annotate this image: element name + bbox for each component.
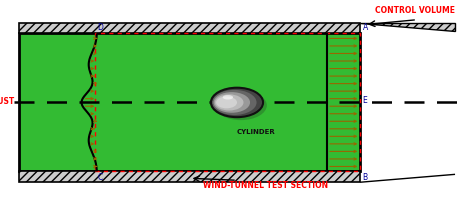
Bar: [19, 171, 360, 182]
Ellipse shape: [216, 97, 237, 108]
Text: C: C: [97, 173, 102, 182]
Polygon shape: [360, 23, 455, 31]
Ellipse shape: [213, 92, 250, 113]
Text: D: D: [97, 22, 103, 32]
Ellipse shape: [223, 95, 233, 99]
Bar: [95, 33, 360, 171]
Bar: [19, 33, 360, 171]
Ellipse shape: [211, 88, 263, 117]
Ellipse shape: [212, 90, 256, 115]
Text: EXHAUST: EXHAUST: [0, 97, 14, 106]
Ellipse shape: [215, 94, 244, 111]
Text: CYLINDER: CYLINDER: [237, 129, 275, 135]
Text: E: E: [363, 96, 367, 105]
Text: B: B: [363, 173, 368, 182]
Text: WIND-TUNNEL TEST SECTION: WIND-TUNNEL TEST SECTION: [203, 181, 328, 190]
Bar: [19, 23, 360, 33]
Ellipse shape: [215, 91, 267, 120]
Text: CONTROL VOLUME: CONTROL VOLUME: [375, 6, 455, 15]
Polygon shape: [360, 174, 455, 182]
Text: A: A: [363, 22, 368, 32]
